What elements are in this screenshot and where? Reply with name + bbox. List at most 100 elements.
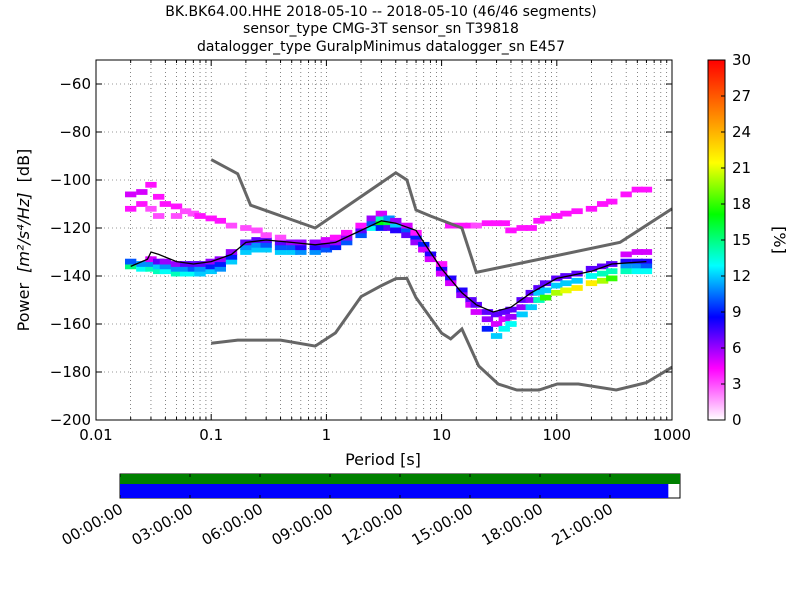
psd-cell [214,256,226,263]
psd-cell [383,220,395,227]
psd-cell [631,249,643,255]
psd-cell [179,265,192,272]
psd-cell [329,234,342,241]
noise-model-curves [210,158,673,392]
psd-cell [170,213,183,219]
psd-cell [401,227,413,234]
psd-cell [194,265,206,272]
psd-cell [401,222,413,229]
psd-cell [383,225,395,231]
timeline-tick-label: 06:00:00 [199,500,266,549]
x-axis: 0.01 0.1 1 10 100 1000 [79,60,691,444]
colorbar-tick-label: 15 [732,231,751,249]
y-tick-label: −180 [50,363,91,381]
psd-cell [225,249,238,255]
psd-cell [240,244,252,251]
y-axis-label-prefix: Power [14,283,33,332]
psd-plot-area [95,59,673,421]
psd-cell [170,265,183,272]
psd-cell [274,234,287,241]
psd-cell [516,225,528,231]
psd-cell [631,268,643,275]
psd-cell [329,244,342,251]
psd-cell [145,205,157,212]
data-coverage-bar [120,474,680,484]
psd-cell [525,297,537,303]
psd-cell [585,205,598,212]
psd-cell [309,244,321,251]
psd-cell [505,227,517,234]
y-tick-label: −80 [59,123,91,141]
psd-cell [286,249,298,255]
psd-cell [366,225,378,231]
psd-cell [153,193,165,200]
psd-cell [159,268,172,275]
psd-cell [375,225,388,231]
psd-cell [153,263,165,270]
psd-cell [179,208,192,215]
psd-cell [596,277,609,284]
psd-cell [620,258,632,265]
timeline-tick-label: 21:00:00 [549,500,616,549]
psd-cell [410,229,422,236]
psd-cell [309,249,321,255]
y-tick-label: −100 [50,171,91,189]
colorbar-tick-label: 3 [732,375,742,393]
psd-cell [145,181,157,188]
psd-cell [136,201,148,207]
timeline-tick-label: 03:00:00 [129,500,196,549]
colorbar-tick-label: 12 [732,267,751,285]
psd-cell [187,210,200,217]
psd-cell [640,258,653,265]
psd-cell [159,263,172,270]
psd-cell [505,306,517,313]
psd-cell [620,191,632,198]
psd-cell [596,263,609,270]
psd-cell [309,239,321,246]
psd-cell [498,309,510,315]
psd-cell [435,270,448,277]
x-tick-label: 0.1 [199,426,223,444]
psd-cell [640,186,653,193]
psd-cell [525,225,537,231]
psd-cell [194,213,206,219]
psd-cell [481,220,494,227]
timeline-tick-label: 12:00:00 [339,500,406,549]
psd-cell [533,297,545,303]
colorbar-tick-label: 0 [732,411,742,429]
psd-cell [490,333,503,339]
psd-cell [240,249,252,255]
psd-cell [170,203,183,210]
psd-cell [295,239,307,246]
psd-cell [375,210,388,217]
psd-cell [585,273,598,279]
psd-cell [418,246,430,253]
psd-cell [260,241,272,248]
psd-cell [145,265,157,272]
psd-cell [631,263,643,270]
psd-cell [606,268,618,275]
psd-cell [153,258,165,265]
psd-cell [445,275,457,282]
y-tick-label: −120 [50,219,91,237]
psd-cell [516,311,528,318]
psd-cell [225,258,238,265]
psd-cell [481,309,494,315]
psd-cell [274,244,287,251]
colorbar: 0 3 6 9 12 15 18 21 24 27 30 [%] [707,51,789,429]
psd-cell [551,289,563,296]
psd-cell [456,287,468,294]
psd-cell [214,265,226,272]
psd-cell [125,263,137,270]
psd-cell [145,261,157,267]
psd-cell [390,227,402,234]
psd-cell [470,222,482,229]
psd-cell [560,287,572,294]
y-axis-label: Power [m²/s⁴/Hz] [dB] [14,149,33,332]
psd-cell [418,241,430,248]
y-tick-label: −200 [50,411,91,429]
psd-cell [401,232,413,239]
psd-cell [170,270,183,277]
psd-cell [366,215,378,222]
